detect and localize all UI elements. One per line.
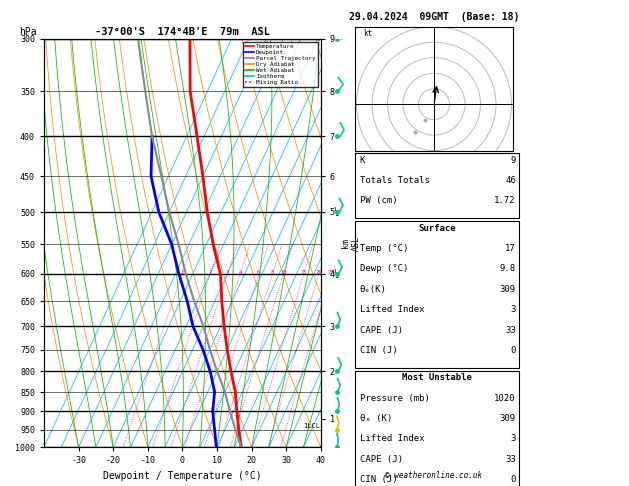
Title: -37°00'S  174°4B'E  79m  ASL: -37°00'S 174°4B'E 79m ASL — [95, 27, 270, 37]
Text: K: K — [360, 156, 365, 165]
Text: CIN (J): CIN (J) — [360, 346, 398, 355]
Text: Lifted Index: Lifted Index — [360, 434, 425, 444]
Text: CAPE (J): CAPE (J) — [360, 326, 403, 335]
Text: 0: 0 — [510, 475, 516, 485]
Text: 309: 309 — [499, 414, 516, 423]
Text: CIN (J): CIN (J) — [360, 475, 398, 485]
Text: 25: 25 — [327, 270, 333, 275]
Text: θₑ(K): θₑ(K) — [360, 285, 387, 294]
Text: Temp (°C): Temp (°C) — [360, 244, 408, 253]
Text: Lifted Index: Lifted Index — [360, 305, 425, 314]
Point — [420, 116, 430, 123]
Text: Dewp (°C): Dewp (°C) — [360, 264, 408, 274]
Text: 20: 20 — [315, 270, 322, 275]
Text: PW (cm): PW (cm) — [360, 196, 398, 206]
Text: 1: 1 — [180, 270, 184, 275]
Text: 9: 9 — [510, 156, 516, 165]
Text: 1020: 1020 — [494, 394, 516, 403]
Text: 3: 3 — [510, 305, 516, 314]
Text: 8: 8 — [270, 270, 274, 275]
Text: 10: 10 — [280, 270, 286, 275]
Text: Totals Totals: Totals Totals — [360, 176, 430, 185]
Text: 1LCL: 1LCL — [303, 423, 320, 429]
Text: 15: 15 — [300, 270, 307, 275]
Legend: Temperature, Dewpoint, Parcel Trajectory, Dry Adiabat, Wet Adiabat, Isotherm, Mi: Temperature, Dewpoint, Parcel Trajectory… — [243, 42, 318, 87]
Text: 309: 309 — [499, 285, 516, 294]
Text: 17: 17 — [505, 244, 516, 253]
Text: 0: 0 — [510, 346, 516, 355]
Y-axis label: km
ASL: km ASL — [341, 236, 360, 250]
Text: 3: 3 — [226, 270, 229, 275]
Text: Pressure (mb): Pressure (mb) — [360, 394, 430, 403]
Text: hPa: hPa — [19, 27, 36, 37]
Text: 4: 4 — [238, 270, 242, 275]
Text: 3: 3 — [510, 434, 516, 444]
Text: 9.8: 9.8 — [499, 264, 516, 274]
Text: CAPE (J): CAPE (J) — [360, 455, 403, 464]
Text: θₑ (K): θₑ (K) — [360, 414, 392, 423]
X-axis label: Dewpoint / Temperature (°C): Dewpoint / Temperature (°C) — [103, 471, 262, 481]
Text: 2: 2 — [208, 270, 211, 275]
Text: kt: kt — [363, 29, 372, 38]
Point — [410, 128, 420, 136]
Text: 46: 46 — [505, 176, 516, 185]
Text: 33: 33 — [505, 326, 516, 335]
Text: 6: 6 — [257, 270, 260, 275]
Text: 33: 33 — [505, 455, 516, 464]
Text: Surface: Surface — [418, 224, 456, 233]
Text: 1.72: 1.72 — [494, 196, 516, 206]
Text: Most Unstable: Most Unstable — [402, 373, 472, 382]
Text: 29.04.2024  09GMT  (Base: 18): 29.04.2024 09GMT (Base: 18) — [349, 12, 519, 22]
Text: © weatheronline.co.uk: © weatheronline.co.uk — [386, 471, 482, 480]
